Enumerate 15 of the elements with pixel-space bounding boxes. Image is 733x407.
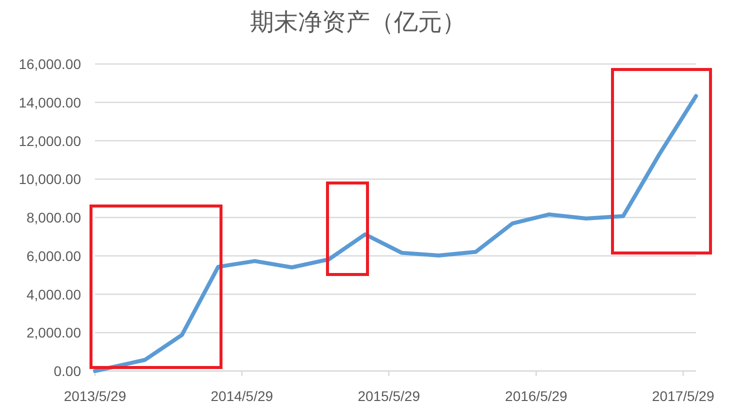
y-tick-label: 6,000.00 [26, 248, 82, 264]
y-tick-label: 0.00 [54, 363, 82, 379]
y-tick-label: 10,000.00 [18, 171, 82, 188]
y-tick-label: 14,000.00 [18, 94, 82, 110]
x-tick-label: 2014/5/29 [210, 388, 274, 404]
x-tick-label: 2013/5/29 [64, 388, 126, 404]
y-tick-label: 12,000.00 [18, 132, 82, 149]
chart-title: 期末净资产（亿元） [250, 9, 466, 36]
y-tick-label: 2,000.00 [26, 324, 82, 341]
y-tick-label: 16,000.00 [18, 56, 82, 72]
x-tick-label: 2017/5/29 [652, 388, 714, 404]
x-tick-label: 2015/5/29 [358, 388, 420, 404]
x-tick-label: 2016/5/29 [505, 388, 568, 404]
y-tick-label: 4,000.00 [26, 286, 82, 302]
y-tick-label: 8,000.00 [26, 210, 82, 226]
